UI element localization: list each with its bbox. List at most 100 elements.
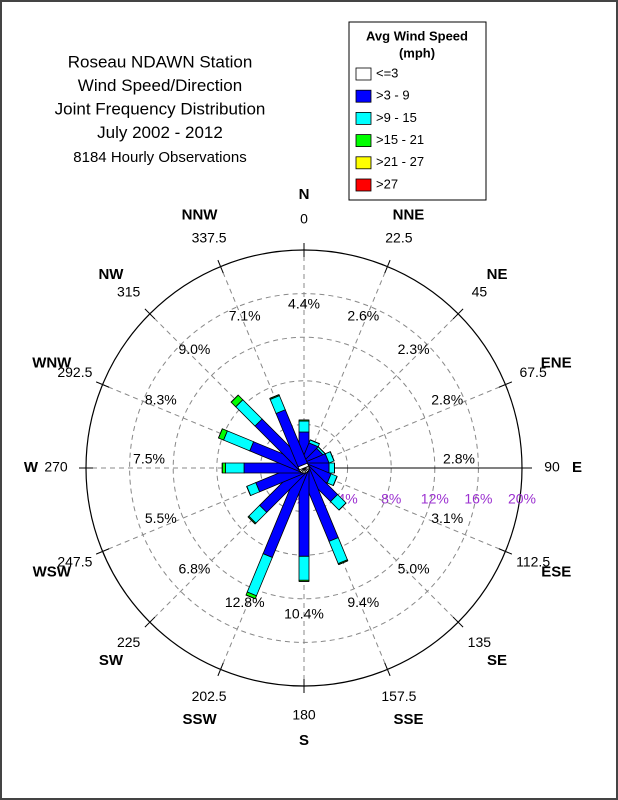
direction-label: N: [299, 186, 310, 203]
bar-segment: [235, 399, 263, 427]
legend-title: Avg Wind Speed: [366, 28, 468, 43]
total-label: 10.4%: [284, 606, 324, 622]
bar-segment: [298, 420, 310, 433]
tick-mark: [498, 548, 513, 555]
chart-title: Wind Speed/Direction: [78, 76, 242, 95]
bar-segment: [230, 394, 239, 403]
tick-mark: [384, 662, 391, 677]
total-label: 2.8%: [431, 391, 463, 407]
bar-segment: [245, 594, 256, 600]
direction-label: ENE: [541, 354, 572, 371]
direction-label: S: [299, 732, 309, 749]
angle-label: 112.5: [516, 554, 550, 570]
bar-segment: [223, 430, 255, 452]
bar-segment: [246, 553, 273, 597]
total-label: 4.4%: [288, 296, 320, 312]
legend-label: >15 - 21: [376, 132, 424, 147]
angle-label: 315: [117, 283, 141, 299]
chart-subtitle: 8184 Hourly Observations: [73, 149, 246, 166]
bar-segment: [221, 462, 226, 474]
total-label: 2.8%: [443, 451, 475, 467]
angle-label: 22.5: [385, 230, 412, 246]
direction-label: E: [572, 459, 582, 476]
r-tick-label: 16%: [464, 491, 492, 507]
tick-mark: [384, 259, 391, 274]
spoke: [303, 384, 506, 469]
angle-label: 247.5: [57, 554, 92, 570]
tick-mark: [144, 308, 156, 320]
angle-label: 337.5: [192, 230, 227, 246]
direction-label: NNW: [182, 207, 219, 224]
bar-segment: [328, 462, 335, 474]
legend-label: >3 - 9: [376, 88, 410, 103]
chart-title: Joint Frequency Distribution: [55, 99, 266, 118]
angle-label: 90: [544, 459, 560, 475]
direction-label: SSE: [393, 711, 423, 728]
legend-label: >21 - 27: [376, 154, 424, 169]
direction-label: NNE: [393, 207, 425, 224]
legend-swatch: [355, 156, 372, 170]
direction-label: WNW: [32, 354, 72, 371]
bar-segment: [247, 516, 256, 525]
legend-swatch: [355, 67, 372, 81]
angle-label: 0: [300, 211, 308, 227]
bar-segment: [310, 439, 320, 445]
angle-label: 157.5: [381, 688, 416, 704]
legend-label: >9 - 15: [376, 110, 417, 125]
direction-label: NE: [487, 266, 508, 283]
direction-label: NW: [98, 266, 124, 283]
spoke: [303, 467, 506, 552]
chart-title: Roseau NDAWN Station: [68, 52, 253, 71]
spoke: [303, 266, 388, 469]
angle-label: 225: [117, 634, 141, 650]
angle-label: 180: [292, 707, 316, 723]
spoke: [303, 313, 459, 469]
legend-box: [348, 21, 487, 201]
bar-segment: [329, 451, 335, 462]
tick-mark: [217, 259, 224, 274]
r-tick-label: 20%: [508, 491, 536, 507]
chart-title: July 2002 - 2012: [97, 123, 223, 142]
tick-mark: [95, 548, 110, 555]
total-label: 2.6%: [347, 308, 379, 324]
tick-mark: [452, 616, 464, 628]
direction-label: WSW: [33, 563, 72, 580]
legend-swatch: [355, 89, 372, 103]
angle-label: 270: [44, 459, 68, 475]
bar-segment: [225, 462, 245, 474]
total-label: 3.1%: [431, 510, 463, 526]
bar-segment: [338, 560, 348, 565]
angle-label: 292.5: [57, 364, 92, 380]
total-label: 12.8%: [225, 594, 265, 610]
tick-mark: [95, 381, 110, 388]
bar-segment: [338, 502, 347, 511]
r-tick-label: 8%: [381, 491, 401, 507]
direction-label: SSW: [182, 711, 217, 728]
direction-label: SE: [487, 652, 507, 669]
tick-mark: [217, 662, 224, 677]
tick-mark: [144, 616, 156, 628]
total-label: 9.0%: [178, 341, 210, 357]
legend-label: <=3: [376, 65, 398, 80]
bar-segment: [218, 428, 223, 439]
tick-mark: [452, 308, 464, 320]
total-label: 7.1%: [229, 308, 261, 324]
total-label: 5.5%: [145, 510, 177, 526]
total-label: 5.0%: [398, 560, 430, 576]
r-tick-label: 12%: [421, 491, 449, 507]
legend-swatch: [355, 178, 372, 192]
bar-segment: [298, 555, 310, 581]
total-label: 2.3%: [398, 341, 430, 357]
angle-label: 67.5: [519, 364, 546, 380]
total-label: 7.5%: [133, 451, 165, 467]
direction-label: W: [24, 459, 39, 476]
total-label: 6.8%: [178, 560, 210, 576]
tick-mark: [498, 381, 513, 388]
bar-segment: [246, 486, 251, 496]
angle-label: 202.5: [192, 688, 227, 704]
direction-label: SW: [99, 652, 124, 669]
legend-title: (mph): [399, 45, 435, 60]
total-label: 8.3%: [145, 391, 177, 407]
